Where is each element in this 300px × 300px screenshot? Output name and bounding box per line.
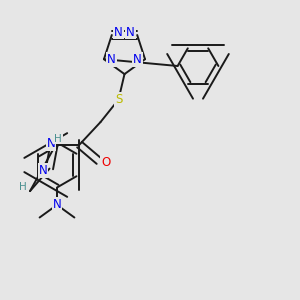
- Text: H: H: [54, 134, 62, 144]
- Text: N: N: [107, 53, 116, 66]
- Text: N: N: [52, 198, 62, 211]
- Text: N: N: [46, 136, 56, 150]
- Text: N: N: [38, 164, 47, 177]
- Text: S: S: [115, 93, 122, 106]
- Text: H: H: [19, 182, 26, 192]
- Text: N: N: [133, 53, 142, 66]
- Text: O: O: [101, 156, 110, 169]
- Text: N: N: [126, 26, 135, 38]
- Text: N: N: [114, 26, 123, 38]
